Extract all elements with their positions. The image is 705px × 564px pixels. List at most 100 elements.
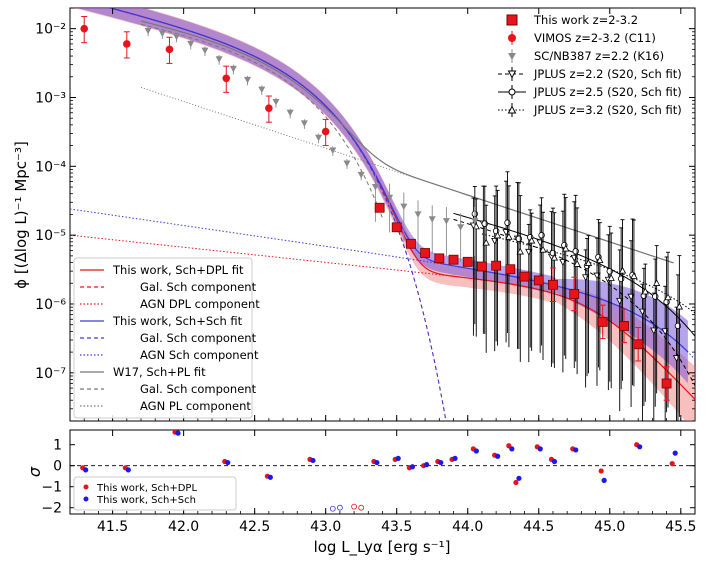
thiswork-point: [434, 253, 445, 264]
thiswork-point: [519, 271, 530, 282]
residual-plot-area: [70, 430, 695, 512]
jplus-point: [607, 274, 615, 281]
residual-point: [513, 479, 519, 486]
legend-label: AGN Sch component: [140, 348, 259, 362]
vimos-point: [165, 45, 174, 54]
thiswork-point: [569, 289, 580, 299]
jplus-point: [572, 248, 579, 255]
jplus-point: [539, 245, 547, 253]
thiswork-point: [533, 275, 544, 286]
legend-box: [73, 257, 253, 419]
y-tick-label: 10⁻³: [35, 90, 66, 106]
x-tick-label: 41.5: [97, 519, 128, 535]
jplus-point: [581, 274, 590, 282]
residual-open-point: [358, 504, 365, 511]
jplus-point: [596, 256, 604, 264]
residual-point: [438, 459, 444, 466]
k16-point: [215, 56, 223, 63]
x-tick-label: 42.5: [239, 519, 270, 535]
residual-point: [267, 474, 273, 480]
k16-point: [229, 65, 237, 73]
residual-point: [495, 453, 501, 459]
k16-point: [357, 171, 365, 179]
x-tick-label: 45.5: [665, 519, 696, 535]
legend-observations: This work z=2-3.2 VIMOS z=2-3.2 (C11) SC/N…: [498, 13, 682, 117]
residual-point: [672, 450, 678, 456]
thiswork-point: [477, 261, 487, 272]
jplus-point: [504, 219, 511, 226]
confidence-band-sch-sch: [76, 8, 688, 384]
jplus-point: [559, 259, 567, 266]
thiswork-point: [491, 260, 502, 271]
thiswork-point: [391, 222, 402, 233]
legend-label: This work z=2-3.2: [533, 13, 638, 27]
k16-point: [300, 120, 308, 127]
k16-point: [457, 224, 465, 231]
thiswork-point: [633, 339, 644, 350]
k16-point: [258, 86, 266, 94]
vimos-point: [123, 40, 131, 48]
jplus-point: [538, 232, 545, 239]
jplus-point: [652, 279, 661, 286]
jplus-point: [527, 236, 536, 244]
k16-point: [187, 40, 195, 48]
jplus-point: [675, 302, 684, 310]
thiswork-point: [374, 202, 385, 213]
vimos-point: [265, 104, 273, 112]
legend-fits: This work, Sch+DPL fit Gal. Sch component…: [73, 257, 260, 419]
vimos-point: [321, 127, 330, 136]
thiswork-point: [420, 248, 431, 258]
k16-point: [329, 147, 337, 154]
residual-point: [573, 447, 579, 453]
legend-marker-triangle: [508, 53, 516, 60]
y-tick-label: 10⁻²: [35, 22, 66, 38]
legend-label: This work, Sch+DPL: [96, 483, 197, 494]
k16-point: [201, 47, 209, 55]
residual-open-point: [351, 503, 357, 510]
jplus-point: [550, 253, 559, 261]
x-tick-label: 43.5: [381, 519, 412, 535]
residual-point: [537, 446, 543, 452]
jplus-point: [584, 259, 593, 266]
legend-label: JPLUS z=3.2 (S20, Sch fit): [533, 103, 682, 117]
legend-marker: [83, 484, 89, 490]
legend-label: Gal. Sch component: [140, 280, 257, 294]
residual-open-point: [329, 505, 336, 512]
k16-point: [471, 218, 479, 225]
jplus-point: [618, 266, 627, 274]
legend-label: W17, Sch+PL fit: [113, 365, 206, 379]
legend-label: This work, Sch+Sch: [96, 495, 196, 506]
jplus-point: [491, 237, 499, 245]
k16-point: [442, 218, 450, 225]
res-y-tick-label: −1: [41, 480, 62, 496]
residual-point: [83, 467, 89, 473]
jplus-point: [652, 293, 659, 300]
fit-curve-5: [70, 208, 695, 360]
jplus-point: [562, 244, 570, 252]
jplus-point: [482, 238, 490, 246]
y-tick-label: 10⁻⁵: [35, 228, 66, 244]
residual-point: [225, 459, 231, 466]
residual-point: [374, 459, 380, 466]
jplus-point: [516, 247, 524, 255]
thiswork-point: [597, 316, 608, 327]
residual-point: [125, 467, 131, 473]
jplus-point: [674, 322, 682, 330]
k16-point: [158, 30, 166, 38]
thiswork-point: [448, 254, 459, 265]
residual-point: [473, 448, 479, 454]
thiswork-point: [661, 378, 672, 389]
residual-point: [551, 458, 558, 465]
k16-point: [173, 33, 181, 41]
thiswork-point: [462, 256, 473, 267]
residual-point: [509, 446, 515, 452]
x-tick-label: 43.0: [310, 519, 341, 535]
k16-point: [428, 216, 436, 223]
x-tick-label: 45.0: [594, 519, 625, 535]
thiswork-point: [548, 279, 558, 290]
legend-marker-open-tri-up: [507, 105, 517, 114]
k16-point: [343, 160, 351, 167]
k16-point: [371, 184, 379, 191]
